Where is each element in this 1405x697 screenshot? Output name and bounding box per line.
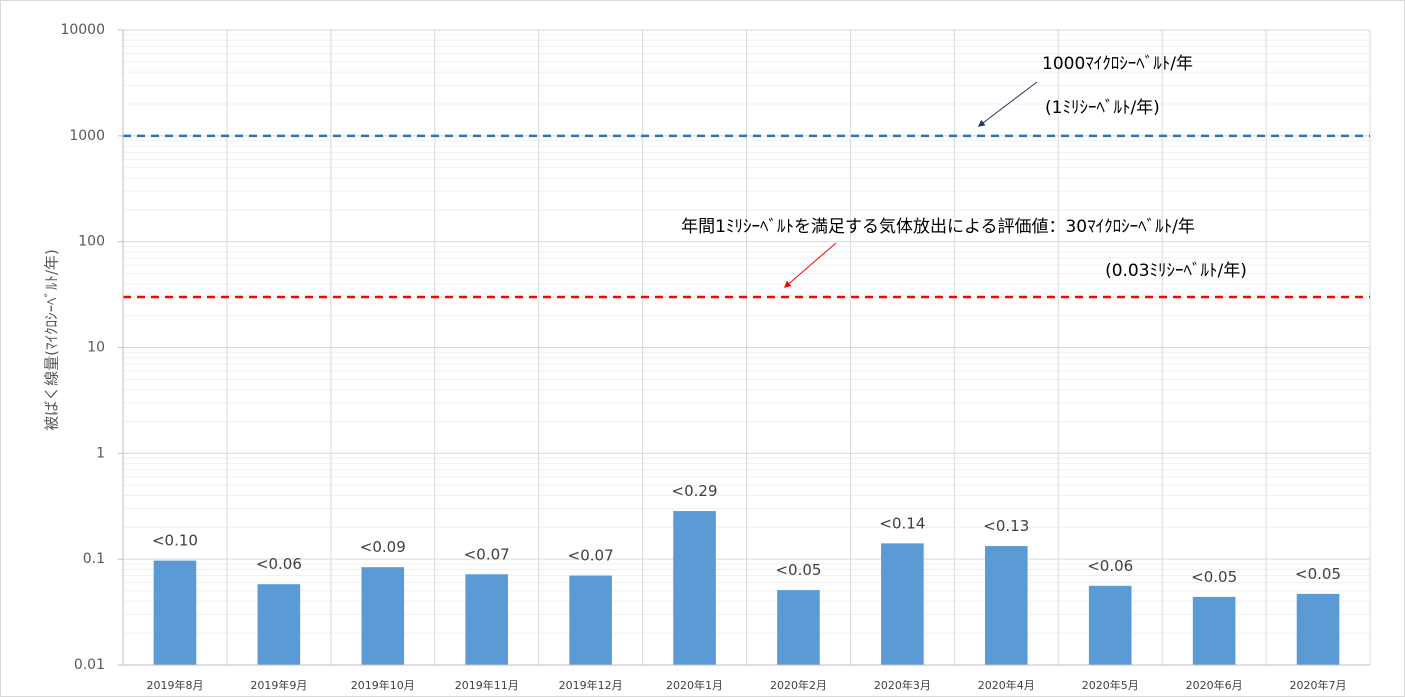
bar [257, 584, 301, 665]
reference-annotation-main: 1000ﾏｲｸﾛｼｰﾍﾞﾙﾄ/年 [1042, 54, 1193, 74]
data-label: <0.05 [1191, 568, 1237, 586]
y-tick-label: 0.01 [74, 657, 105, 673]
bar [361, 567, 405, 665]
bar [881, 543, 924, 665]
annotations: <0.10 <0.06 <0.09 <0.07 <0.07 <0.29 <0.05 <0.14… [152, 54, 1341, 586]
x-tick-label: 2020年5月 [1082, 678, 1139, 692]
x-tick-label: 2020年7月 [1290, 678, 1347, 692]
reference-annotation-sub: (0.03ﾐﾘｼｰﾍﾞﾙﾄ/年) [1105, 261, 1247, 281]
x-tick-label: 2019年11月 [455, 678, 519, 692]
x-tick-label: 2020年6月 [1186, 678, 1243, 692]
bar [465, 574, 509, 665]
bar [984, 546, 1028, 665]
data-label: <0.05 [775, 561, 821, 579]
x-tick-label: 2019年8月 [146, 678, 203, 692]
x-tick-label: 2019年10月 [351, 678, 415, 692]
data-label: <0.05 [1295, 565, 1341, 583]
data-label: <0.06 [256, 555, 302, 573]
bar [777, 590, 820, 665]
axes: 10000 1000 100 10 1 0.1 0.01 2019年8月 2019年9月 2019… [60, 22, 1370, 692]
y-tick-label: 10000 [60, 22, 105, 38]
x-tick-label: 2020年2月 [770, 678, 827, 692]
y-tick-label: 1 [96, 445, 105, 461]
y-axis-title: 被ばく線量(ﾏｲｸﾛｼｰﾍﾞﾙﾄ/年) [43, 249, 61, 431]
bar [153, 560, 197, 665]
y-tick-label: 10 [87, 340, 105, 356]
data-label: <0.10 [152, 532, 198, 550]
bar [1296, 593, 1340, 665]
x-tick-label: 2020年1月 [666, 678, 723, 692]
bar [1192, 596, 1236, 665]
bar [673, 511, 716, 665]
y-tick-label: 0.1 [83, 551, 105, 567]
x-tick-label: 2020年3月 [874, 678, 931, 692]
x-tick-label: 2020年4月 [978, 678, 1035, 692]
bar [1088, 585, 1132, 665]
data-label: <0.07 [464, 545, 510, 563]
annotation-arrow [783, 242, 837, 288]
data-label: <0.14 [879, 514, 925, 532]
data-label: <0.07 [568, 547, 614, 565]
bar [569, 575, 612, 665]
data-label: <0.06 [1087, 557, 1133, 575]
reference-lines [123, 134, 1370, 299]
x-tick-label: 2019年9月 [250, 678, 307, 692]
reference-annotation-main: 年間1ﾐﾘｼｰﾍﾞﾙﾄを満足する気体放出による評価値：30ﾏｲｸﾛｼｰﾍﾞﾙﾄ/… [681, 217, 1195, 237]
annotation-arrow [977, 81, 1038, 127]
data-label: <0.29 [672, 482, 718, 500]
reference-annotation-sub: (1ﾐﾘｼｰﾍﾞﾙﾄ/年) [1045, 98, 1160, 118]
bars [153, 511, 1340, 665]
y-tick-label: 1000 [69, 128, 105, 144]
y-tick-label: 100 [78, 234, 105, 250]
x-tick-label: 2019年12月 [559, 678, 623, 692]
data-label: <0.09 [360, 538, 406, 556]
data-label: <0.13 [983, 517, 1029, 535]
gridlines [122, 29, 1371, 666]
